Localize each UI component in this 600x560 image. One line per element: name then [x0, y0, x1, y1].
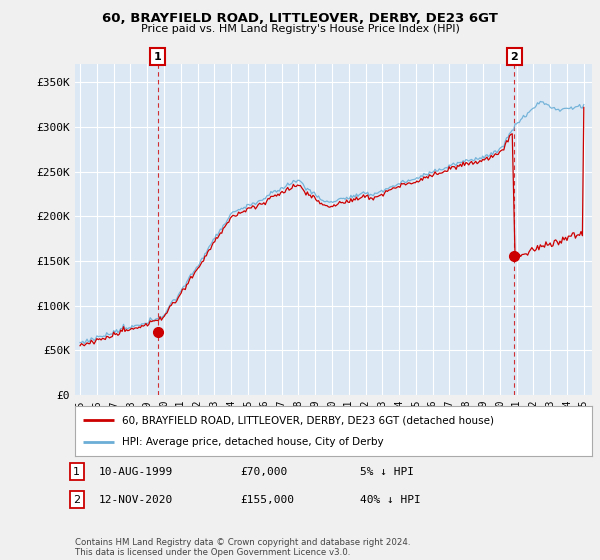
Text: HPI: Average price, detached house, City of Derby: HPI: Average price, detached house, City… — [122, 437, 383, 447]
Text: 2: 2 — [73, 494, 80, 505]
Text: 5% ↓ HPI: 5% ↓ HPI — [360, 466, 414, 477]
Text: Price paid vs. HM Land Registry's House Price Index (HPI): Price paid vs. HM Land Registry's House … — [140, 24, 460, 34]
Text: 1: 1 — [154, 52, 161, 62]
Text: 2: 2 — [511, 52, 518, 62]
Text: 60, BRAYFIELD ROAD, LITTLEOVER, DERBY, DE23 6GT: 60, BRAYFIELD ROAD, LITTLEOVER, DERBY, D… — [102, 12, 498, 25]
Text: £155,000: £155,000 — [240, 494, 294, 505]
Text: 10-AUG-1999: 10-AUG-1999 — [99, 466, 173, 477]
Text: 60, BRAYFIELD ROAD, LITTLEOVER, DERBY, DE23 6GT (detached house): 60, BRAYFIELD ROAD, LITTLEOVER, DERBY, D… — [122, 415, 494, 425]
Text: Contains HM Land Registry data © Crown copyright and database right 2024.
This d: Contains HM Land Registry data © Crown c… — [75, 538, 410, 557]
Text: 40% ↓ HPI: 40% ↓ HPI — [360, 494, 421, 505]
Text: 12-NOV-2020: 12-NOV-2020 — [99, 494, 173, 505]
Text: 1: 1 — [73, 466, 80, 477]
Text: £70,000: £70,000 — [240, 466, 287, 477]
